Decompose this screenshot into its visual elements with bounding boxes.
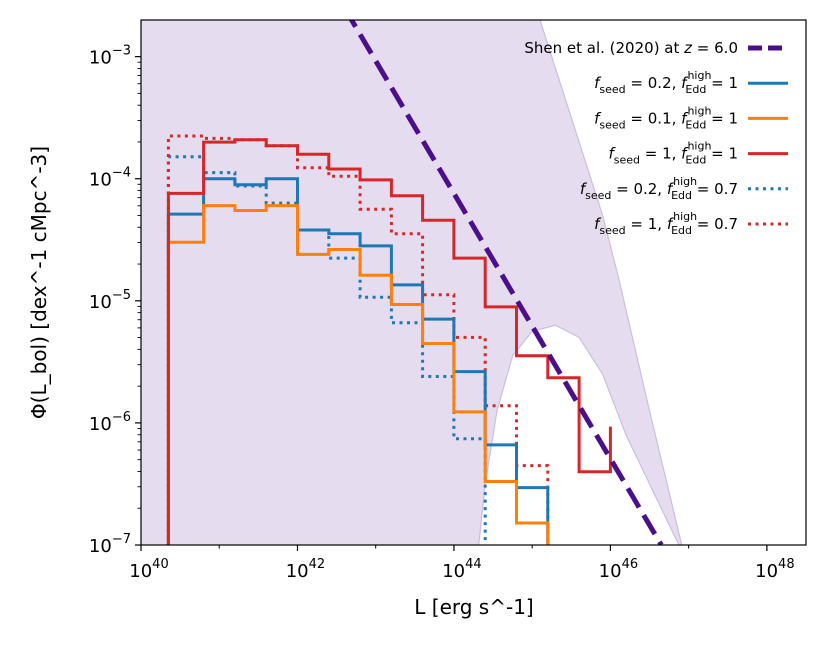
y-axis-label: Φ(L_bol) [dex^-1 cMpc^-3] [27,146,51,419]
x-axis-label: L [erg s^-1] [414,595,533,619]
y-tick-label: 10−7 [89,532,131,557]
y-tick-label: 10−5 [89,288,131,313]
series-line-2 [166,204,550,545]
legend-label-0: Shen et al. (2020) at z = 6.0 [524,39,738,57]
series-line-4 [166,155,487,545]
x-tick-label: 1048 [755,557,794,582]
x-tick-label: 1044 [442,557,481,582]
y-tick-label: 10−3 [89,44,131,69]
x-tick-label: 1040 [129,557,168,582]
y-tick-label: 10−4 [89,166,131,191]
uncertainty-band [141,20,683,545]
plot-frame [140,19,807,546]
x-tick-label: 1046 [599,557,638,582]
y-tick-label: 10−6 [89,410,131,435]
x-tick-label: 1042 [286,557,325,582]
series-line-3 [166,138,612,545]
series-line-0 [348,20,664,545]
